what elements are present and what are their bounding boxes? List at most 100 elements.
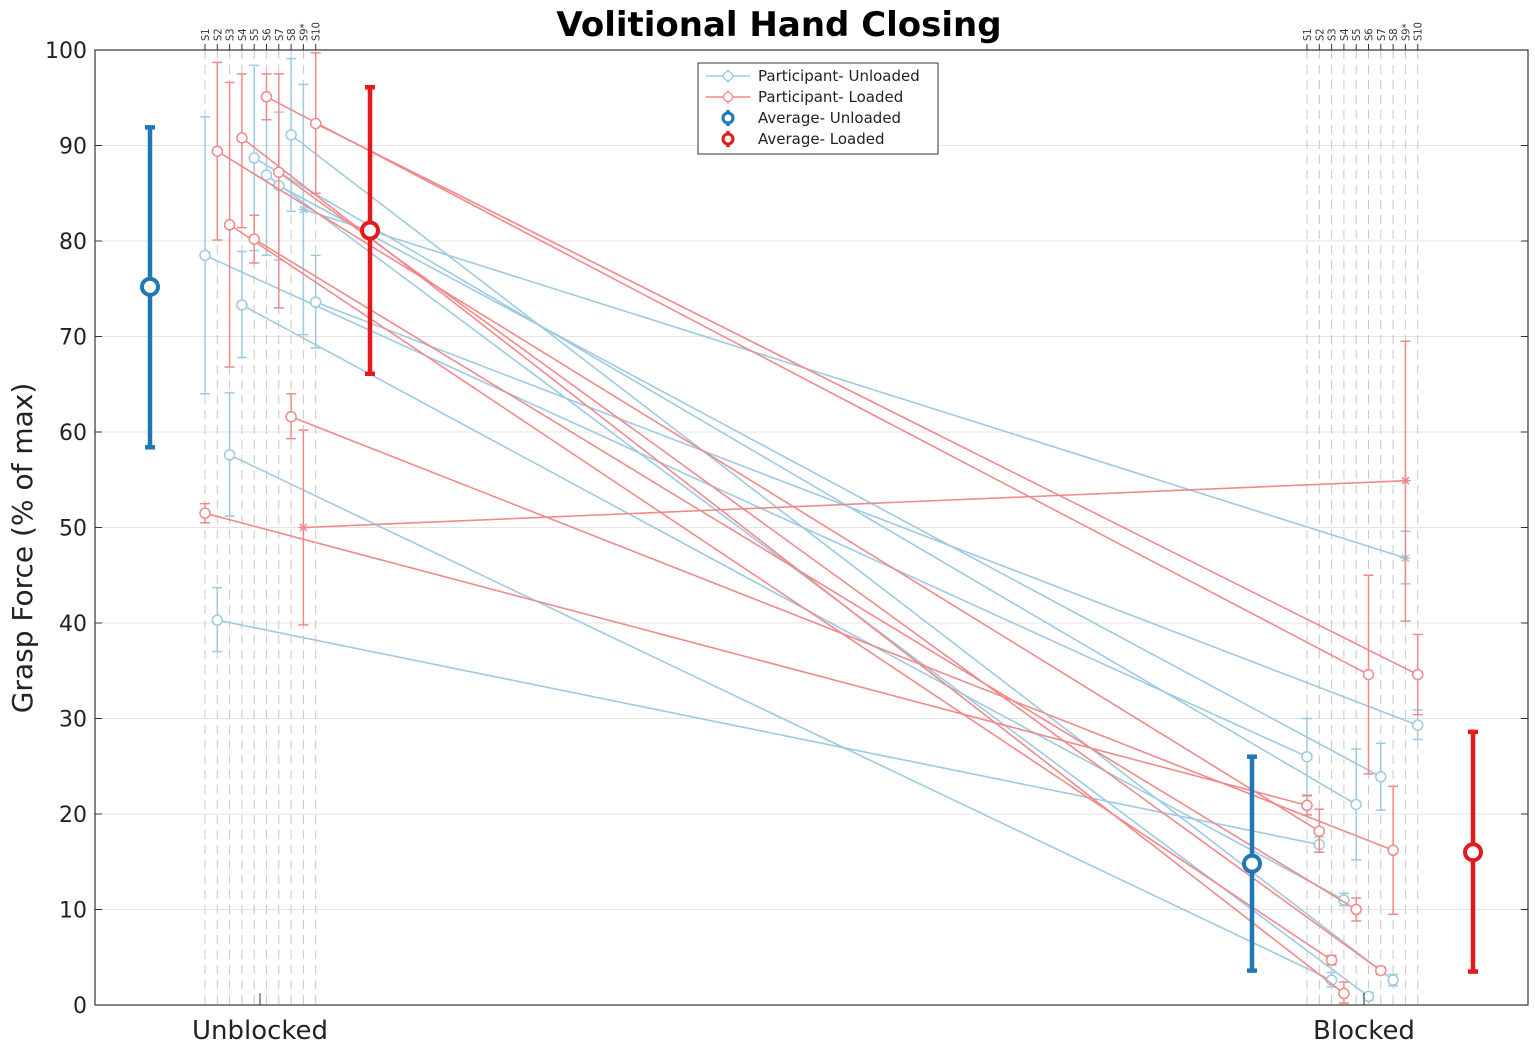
- average-unloaded: [140, 125, 1262, 973]
- y-tick-label: 100: [45, 39, 87, 64]
- participant-line: [241, 137, 1345, 995]
- subject-label: S8: [1387, 28, 1400, 41]
- data-point: [223, 449, 236, 461]
- grid: [95, 145, 1528, 910]
- participant-line: [253, 157, 1357, 806]
- participant-loaded-s4: [236, 73, 1350, 1004]
- subject-label: S7: [1375, 28, 1388, 41]
- data-point: [298, 204, 309, 215]
- subject-label: S1: [1301, 28, 1314, 41]
- legend-label: Participant- Loaded: [758, 88, 903, 106]
- data-point: [260, 169, 273, 181]
- participant-unloaded-s1: [199, 116, 1313, 796]
- subject-label: S5: [248, 28, 261, 41]
- subject-label: S6: [261, 28, 274, 41]
- data-point: [1411, 719, 1424, 731]
- average-point: [360, 220, 380, 241]
- subject-label: S8: [285, 28, 298, 41]
- legend-box: [697, 62, 939, 155]
- asterisk-stroke: [299, 523, 308, 532]
- y-tick-label: 90: [59, 135, 87, 160]
- subject-label: S10: [310, 22, 323, 41]
- y-tick-label: 70: [59, 326, 87, 351]
- participant-loaded-s7: [273, 73, 1387, 977]
- data-point: [298, 522, 309, 533]
- data-point: [1338, 894, 1350, 906]
- data-point: [1350, 798, 1362, 811]
- participant-loaded-s8: [285, 393, 1399, 916]
- y-tick-label: 80: [59, 230, 87, 255]
- participant-loaded-s6: [260, 73, 1375, 775]
- subject-label: S5: [1350, 28, 1363, 41]
- legend-label: Average- Loaded: [758, 130, 885, 148]
- data-point: [1338, 987, 1350, 1000]
- participant-unloaded-s8: [285, 57, 1399, 987]
- data-point: [1313, 825, 1326, 837]
- participant-loaded-s1: [199, 502, 1313, 816]
- participant-line: [229, 454, 1332, 981]
- participant-line: [290, 134, 1394, 981]
- data-point: [1375, 964, 1387, 977]
- data-point: [211, 145, 224, 157]
- subject-label: S3: [1326, 28, 1339, 41]
- data-point: [1350, 903, 1362, 916]
- data-point: [1301, 799, 1313, 812]
- data-point: [285, 129, 297, 141]
- subject-label: S10: [1412, 22, 1425, 41]
- data-point: [1400, 475, 1411, 486]
- data-point: [1301, 750, 1313, 763]
- subject-label: S2: [1313, 28, 1326, 41]
- data-point: [309, 296, 322, 308]
- participant-line: [278, 184, 1382, 778]
- average-point: [1242, 853, 1262, 874]
- x-tick-label: Unblocked: [192, 1016, 328, 1046]
- plot-frame: [94, 49, 1529, 1006]
- data-point: [1387, 844, 1399, 857]
- participant-loaded-s9: [298, 340, 1411, 626]
- subject-label: S7: [273, 28, 286, 41]
- legend-marker: [721, 111, 735, 125]
- y-tick-label: 30: [59, 708, 87, 733]
- participant-loaded-s2: [211, 61, 1326, 853]
- y-tick-label: 60: [59, 421, 87, 446]
- data-point: [248, 233, 260, 245]
- legend-marker: [722, 91, 734, 103]
- subject-label: S9*: [297, 23, 310, 41]
- legend-item: Participant- Unloaded: [706, 67, 920, 85]
- data-point: [199, 249, 211, 262]
- participant-line: [204, 254, 1308, 758]
- subject-label: S4: [236, 28, 249, 41]
- data-point: [223, 219, 236, 231]
- data-point: [1411, 668, 1424, 681]
- y-tick-label: 20: [59, 803, 87, 828]
- participant-loaded-s10: [309, 52, 1424, 716]
- subject-label: S9*: [1399, 23, 1412, 41]
- x-tick-label: Blocked: [1313, 1016, 1415, 1046]
- participant-unloaded-s2: [211, 586, 1326, 853]
- y-axis-label: Grasp Force (% of max): [6, 383, 39, 714]
- participant-loaded-s5: [248, 214, 1362, 922]
- asterisk-stroke: [1401, 476, 1410, 485]
- participant-line: [290, 415, 1394, 852]
- y-tick-label: 40: [59, 612, 87, 637]
- legend-item: Participant- Loaded: [706, 88, 903, 106]
- legend-label: Average- Unloaded: [758, 109, 901, 127]
- chart-title: Volitional Hand Closing: [556, 5, 1001, 45]
- asterisk-stroke: [299, 205, 308, 214]
- participant-line: [217, 619, 1320, 846]
- participant-line: [253, 238, 1357, 911]
- data-point: [273, 166, 285, 178]
- data-point: [1362, 668, 1375, 681]
- data-point: [236, 299, 248, 311]
- subject-label: S1: [199, 28, 212, 41]
- legend-label: Participant- Unloaded: [758, 67, 920, 85]
- legend-marker: [721, 132, 735, 146]
- y-tick-label: 50: [59, 517, 87, 542]
- average-point: [140, 276, 160, 297]
- data-point: [211, 614, 224, 626]
- subject-label: S3: [224, 28, 237, 41]
- participant-line: [303, 479, 1406, 529]
- legend: Participant- Unloaded Participant- Loaded…: [697, 62, 939, 155]
- y-tick-label: 10: [59, 899, 87, 924]
